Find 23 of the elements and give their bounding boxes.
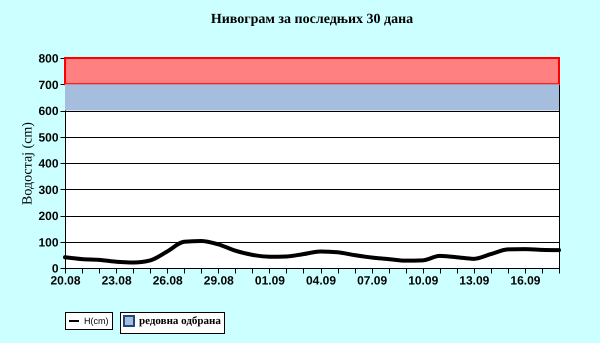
x-tick-label: 13.09 bbox=[459, 274, 490, 288]
y-tick-label: 400 bbox=[38, 156, 59, 170]
legend-label: редовна одбрана bbox=[139, 315, 222, 327]
y-axis-title: Водостај (cm) bbox=[20, 122, 36, 205]
y-tick-label: 500 bbox=[38, 130, 59, 144]
x-tick-label: 23.08 bbox=[102, 274, 132, 288]
y-tick-label: 600 bbox=[38, 104, 59, 118]
x-tick-label: 16.09 bbox=[510, 274, 541, 288]
legend-label: H(cm) bbox=[84, 316, 108, 326]
y-tick-label: 200 bbox=[38, 209, 59, 223]
x-tick-label: 26.08 bbox=[152, 274, 184, 288]
y-tick-label: 0 bbox=[52, 262, 59, 276]
x-tick-label: 29.08 bbox=[204, 274, 234, 288]
x-tick-label: 20.08 bbox=[50, 274, 81, 288]
chart-title: Нивограм за последњих 30 дана bbox=[210, 12, 414, 27]
y-tick-label: 700 bbox=[38, 78, 59, 92]
x-tick-label: 04.09 bbox=[306, 274, 336, 288]
x-tick-label: 07.09 bbox=[357, 274, 388, 288]
y-tick-label: 100 bbox=[38, 235, 59, 250]
y-tick-label: 300 bbox=[38, 182, 59, 197]
y-tick-label: 800 bbox=[38, 52, 59, 66]
x-tick-label: 10.09 bbox=[408, 274, 439, 288]
x-tick-label: 01.09 bbox=[254, 274, 286, 288]
